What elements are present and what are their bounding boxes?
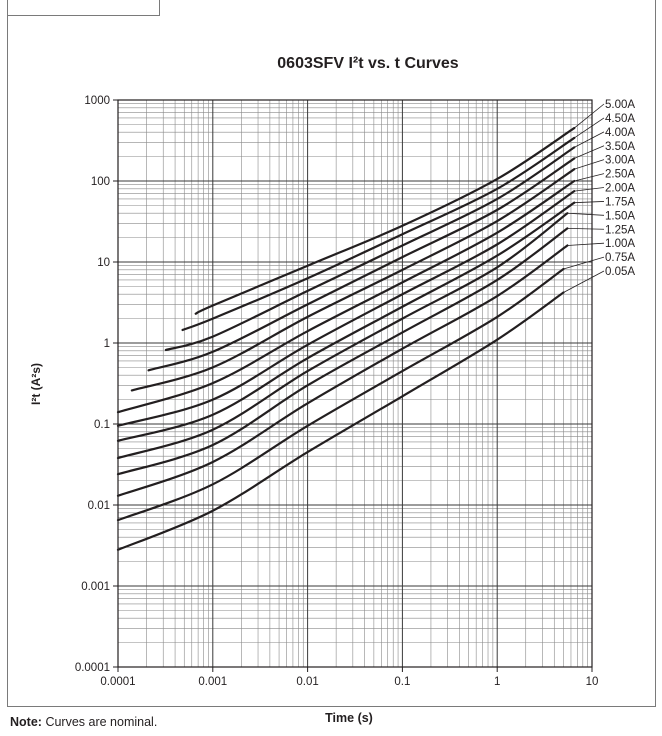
series-line-0-75A [116, 267, 565, 522]
series-line-3-50A [147, 157, 576, 372]
series-label-leader [574, 131, 605, 148]
series-line-3-00A [130, 168, 576, 392]
series-label: 1.00A [605, 238, 635, 250]
x-tick-label: 1 [494, 676, 500, 688]
header-tab [7, 0, 160, 16]
series-label: 1.75A [605, 196, 635, 208]
series-label-leader [567, 242, 605, 246]
series-label-leader [574, 173, 605, 182]
series-line-1-25A [116, 227, 569, 476]
y-tick-label: 0.01 [88, 500, 110, 512]
note-prefix: Note: [10, 715, 42, 729]
x-tick-label: 0.001 [198, 676, 227, 688]
series-line-2-00A [116, 190, 576, 427]
series-line-1-75A [116, 201, 576, 442]
x-axis-label: Time (s) [325, 711, 373, 725]
series-label: 2.00A [605, 183, 635, 195]
x-tick-label: 0.01 [296, 676, 318, 688]
y-tick-label: 0.001 [81, 581, 110, 593]
series-label: 1.50A [605, 210, 635, 222]
series-line-2-50A [116, 179, 576, 414]
series-label: 3.00A [605, 155, 635, 167]
series-label-leader [567, 212, 605, 216]
x-tick-label: 0.0001 [100, 676, 135, 688]
series-line-4-00A [164, 146, 576, 352]
series-labels: 5.00A 4.50A 4.00A 3.50A 3.00A 2.50A 2.00A1.75A… [563, 99, 635, 293]
series-lines [116, 126, 576, 551]
x-tick-label: 0.1 [394, 676, 410, 688]
series-label-leader [574, 103, 605, 129]
y-tick-label: 0.0001 [75, 662, 110, 674]
plot-border [117, 99, 593, 668]
series-label: 0.05A [605, 266, 635, 278]
series-label-leader [574, 187, 605, 192]
tick-labels: 0.0001 0.001 0.01 0.1 1 10 0.0001 0.001 0.01 0.1 1… [75, 95, 599, 688]
note-text: Curves are nominal. [45, 715, 158, 729]
y-tick-label: 100 [91, 176, 110, 188]
series-label-leader [563, 270, 605, 293]
axes [113, 99, 593, 672]
series-line-4-50A [181, 136, 576, 332]
series-line-1-50A [116, 212, 569, 460]
series-label-leader [563, 256, 605, 270]
series-label-leader [567, 227, 605, 230]
chart-title: 0603SFV I²t vs. t Curves [277, 55, 459, 72]
series-label-leader [574, 159, 605, 170]
series-label: 4.00A [605, 127, 635, 139]
series-label: 3.50A [605, 141, 635, 153]
series-label-leader [574, 201, 605, 204]
y-tick-label: 0.1 [94, 419, 110, 431]
series-label: 5.00A [605, 99, 635, 111]
y-tick-label: 10 [97, 257, 110, 269]
y-tick-label: 1000 [84, 95, 110, 107]
series-label: 1.25A [605, 224, 635, 236]
series-label-leader [574, 145, 605, 159]
series-label: 2.50A [605, 169, 635, 181]
footnote: Note: Curves are nominal. [10, 715, 157, 729]
series-line-5-00A [194, 126, 576, 315]
y-tick-label: 1 [104, 338, 110, 350]
y-axis-label: I²t (A²s) [29, 363, 43, 405]
series-label: 4.50A [605, 113, 635, 125]
x-tick-label: 10 [586, 676, 599, 688]
series-label-leader [574, 117, 605, 139]
series-label: 0.75A [605, 252, 635, 264]
series-line-1-00A [116, 244, 569, 497]
series-line-0-05A [116, 291, 565, 551]
